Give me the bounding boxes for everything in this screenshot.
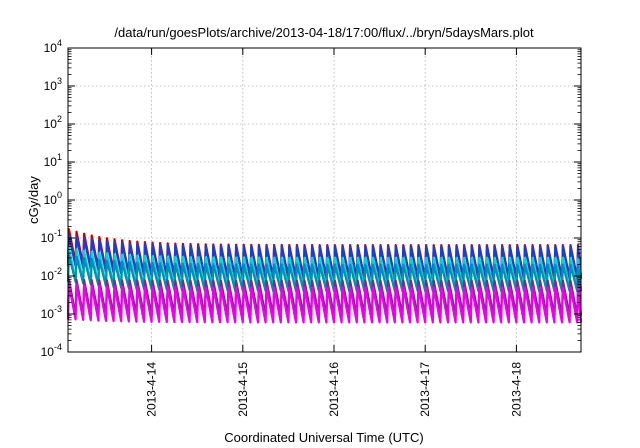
series-group <box>66 228 583 324</box>
y-tick-label: 103 <box>44 76 62 93</box>
y-tick-label: 10-4 <box>41 342 62 359</box>
y-tick-label: 102 <box>44 114 62 131</box>
x-tick-labels: 2013-4-14 2013-4-15 2013-4-16 2013-4-17 2013… <box>145 362 524 417</box>
axes <box>67 47 582 353</box>
x-axis-label: Coordinated Universal Time (UTC) <box>224 430 423 445</box>
x-tick-label: 2013-4-14 <box>145 362 159 417</box>
plot-frame <box>67 47 582 353</box>
x-tick-label: 2013-4-17 <box>418 362 432 417</box>
series-line-6 <box>66 283 583 324</box>
x-tick-label: 2013-4-16 <box>327 362 341 417</box>
y-tick-label: 100 <box>44 190 62 207</box>
chart-title: /data/run/goesPlots/archive/2013-04-18/1… <box>114 25 534 40</box>
x-tick-label: 2013-4-15 <box>236 362 250 417</box>
y-tick-labels: 104 103 102 101 100 10-1 10-2 10-3 10-4 <box>41 38 62 359</box>
y-tick-label: 10-3 <box>41 304 62 321</box>
y-tick-label: 10-2 <box>41 266 62 283</box>
y-tick-label: 101 <box>44 152 62 169</box>
x-tick-label: 2013-4-18 <box>509 362 523 417</box>
y-axis-label: cGy/day <box>26 176 41 224</box>
y-tick-label: 104 <box>44 38 62 55</box>
y-tick-label: 10-1 <box>41 228 62 245</box>
